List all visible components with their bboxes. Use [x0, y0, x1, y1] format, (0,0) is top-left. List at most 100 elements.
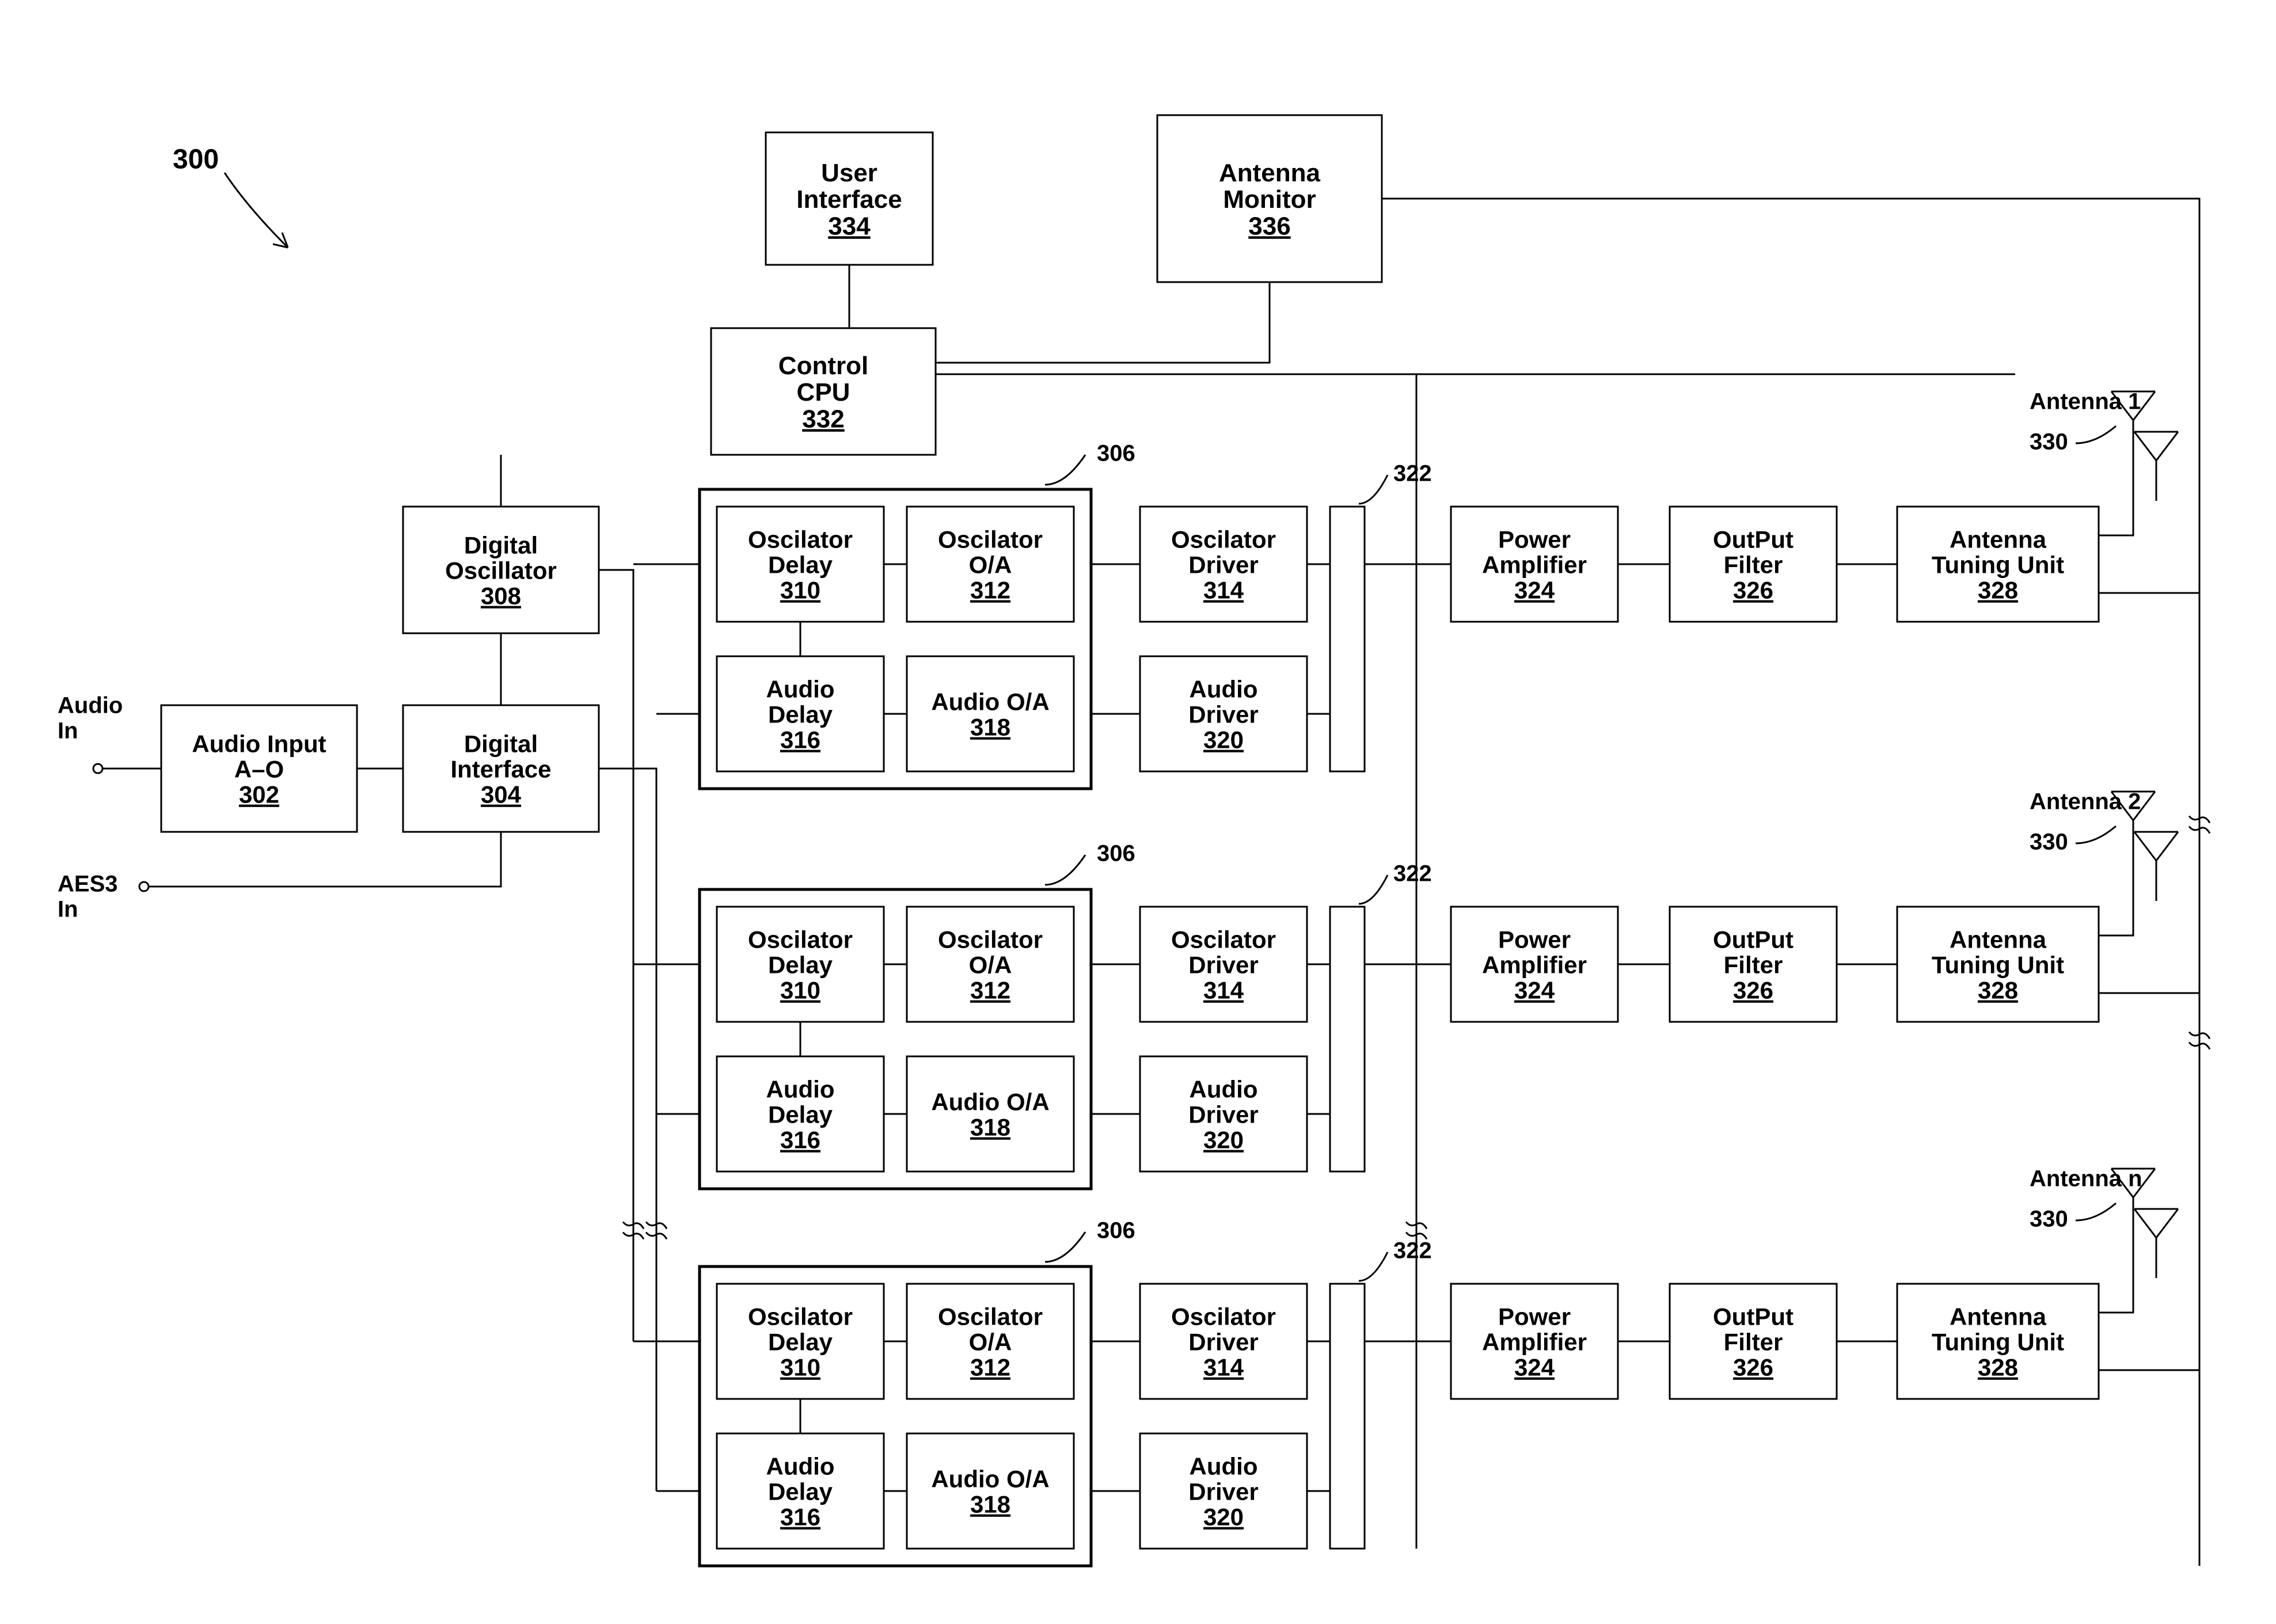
svg-text:Amplifier: Amplifier — [1482, 552, 1587, 579]
svg-text:Interface: Interface — [796, 185, 902, 214]
svg-text:Driver: Driver — [1188, 1329, 1258, 1356]
svg-text:322: 322 — [1393, 861, 1432, 887]
power-amp-1: PowerAmplifier324 — [1451, 907, 1618, 1022]
audio-delay-1: AudioDelay316 — [717, 1056, 884, 1172]
svg-text:Tuning Unit: Tuning Unit — [1932, 552, 2064, 579]
svg-text:Driver: Driver — [1188, 952, 1258, 979]
svg-text:Oscilator: Oscilator — [938, 1303, 1043, 1330]
svg-text:Amplifier: Amplifier — [1482, 952, 1587, 979]
svg-text:In: In — [58, 897, 78, 922]
svg-text:300: 300 — [173, 144, 219, 175]
control-cpu-block: ControlCPU332 — [711, 328, 936, 455]
leader — [1359, 475, 1388, 504]
svg-text:Audio O/A: Audio O/A — [931, 688, 1049, 715]
cpu-am-wire — [936, 282, 1270, 363]
svg-text:Interface: Interface — [450, 756, 551, 783]
osc-driver-1: OscilatorDriver314 — [1140, 907, 1307, 1022]
audio-driver-1: AudioDriver320 — [1140, 1056, 1307, 1172]
svg-text:Antenna: Antenna — [1219, 159, 1321, 187]
chain-group-ref: 306 — [1097, 1218, 1135, 1243]
svg-text:Oscilator: Oscilator — [1171, 526, 1276, 553]
chain-group-ref: 306 — [1097, 841, 1135, 866]
svg-text:312: 312 — [970, 977, 1010, 1004]
audio-feed-bus — [599, 769, 656, 1491]
svg-text:Driver: Driver — [1188, 552, 1258, 579]
aes3-in-label: AES3In — [58, 872, 118, 922]
digital-interface-block: DigitalInterface304 — [403, 705, 599, 832]
antenna-1 — [2134, 832, 2178, 901]
svg-text:Oscilator: Oscilator — [938, 926, 1043, 953]
svg-text:Tuning Unit: Tuning Unit — [1932, 952, 2064, 979]
svg-text:Driver: Driver — [1188, 1101, 1258, 1128]
svg-text:322: 322 — [1393, 1238, 1432, 1264]
power-amp-2: PowerAmplifier324 — [1451, 1284, 1618, 1399]
svg-text:Audio: Audio — [766, 675, 835, 702]
at-ant-0 — [2099, 461, 2133, 535]
audio-driver-2: AudioDriver320 — [1140, 1433, 1307, 1549]
terminal — [139, 882, 149, 891]
svg-text:Delay: Delay — [768, 1478, 833, 1505]
leader — [1045, 455, 1085, 485]
antenna-ref-2: 330 — [2030, 1207, 2068, 1232]
svg-text:Antenna: Antenna — [1950, 1303, 2047, 1330]
svg-text:Power: Power — [1498, 1303, 1571, 1330]
svg-text:Delay: Delay — [768, 1101, 833, 1128]
leader — [1045, 855, 1085, 885]
audio-oa-0: Audio O/A318 — [907, 656, 1074, 771]
svg-text:Filter: Filter — [1724, 552, 1783, 579]
svg-text:Filter: Filter — [1724, 1329, 1783, 1356]
digital-oscillator-block: DigitalOscillator308 — [403, 507, 599, 633]
antenna-tuning-1: AntennaTuning Unit328 — [1897, 907, 2099, 1022]
audio-input-block: Audio InputA–O302 — [161, 705, 357, 832]
osc-delay-0: OscilatorDelay310 — [717, 507, 884, 622]
leader — [1359, 1252, 1388, 1281]
audio-oa-1: Audio O/A318 — [907, 1056, 1074, 1172]
leader — [1045, 1232, 1085, 1262]
svg-text:Monitor: Monitor — [1223, 185, 1316, 214]
svg-text:Delay: Delay — [768, 952, 833, 979]
audio-delay-0: AudioDelay316 — [717, 656, 884, 771]
svg-text:OutPut: OutPut — [1713, 1303, 1794, 1330]
svg-text:318: 318 — [970, 714, 1010, 741]
svg-text:Filter: Filter — [1724, 952, 1783, 979]
svg-text:312: 312 — [970, 577, 1010, 604]
svg-text:318: 318 — [970, 1491, 1010, 1518]
combiner-1 — [1330, 907, 1365, 1172]
antenna-ref-0: 330 — [2030, 429, 2068, 455]
svg-text:332: 332 — [802, 405, 844, 433]
user-interface-block: UserInterface334 — [766, 132, 933, 265]
at-ant-2 — [2099, 1238, 2133, 1313]
svg-text:Power: Power — [1498, 526, 1571, 553]
svg-text:Power: Power — [1498, 926, 1571, 953]
svg-text:Oscilator: Oscilator — [1171, 1303, 1276, 1330]
osc-oa-1: OscilatorO/A312 — [907, 907, 1074, 1022]
osc-oa-2: OscilatorO/A312 — [907, 1284, 1074, 1399]
svg-text:User: User — [821, 159, 877, 187]
svg-text:334: 334 — [828, 212, 871, 240]
leader — [2076, 826, 2116, 843]
osc-oa-0: OscilatorO/A312 — [907, 507, 1074, 622]
svg-text:O/A: O/A — [969, 1329, 1012, 1356]
figure-ref-arrow — [225, 173, 288, 248]
svg-text:304: 304 — [481, 781, 522, 808]
osc-delay-1: OscilatorDelay310 — [717, 907, 884, 1022]
svg-text:322: 322 — [1393, 461, 1432, 486]
aes3-wire — [149, 832, 501, 887]
svg-text:Delay: Delay — [768, 701, 833, 728]
svg-text:A–O: A–O — [234, 756, 284, 783]
svg-text:328: 328 — [1978, 1354, 2018, 1381]
svg-text:Oscillator: Oscillator — [445, 557, 557, 584]
svg-text:320: 320 — [1203, 727, 1244, 754]
audio-driver-0: AudioDriver320 — [1140, 656, 1307, 771]
svg-text:O/A: O/A — [969, 952, 1012, 979]
antenna-label-0: Antenna 1 — [2030, 389, 2141, 414]
leader — [2076, 1203, 2116, 1220]
antenna-tuning-2: AntennaTuning Unit328 — [1897, 1284, 2099, 1399]
combiner-0 — [1330, 507, 1365, 771]
antenna-label-1: Antenna 2 — [2030, 789, 2141, 815]
svg-text:OutPut: OutPut — [1713, 526, 1794, 553]
antenna-2 — [2134, 1209, 2178, 1278]
leader — [1359, 875, 1388, 904]
svg-text:Oscilator: Oscilator — [748, 1303, 853, 1330]
svg-text:324: 324 — [1514, 977, 1555, 1004]
